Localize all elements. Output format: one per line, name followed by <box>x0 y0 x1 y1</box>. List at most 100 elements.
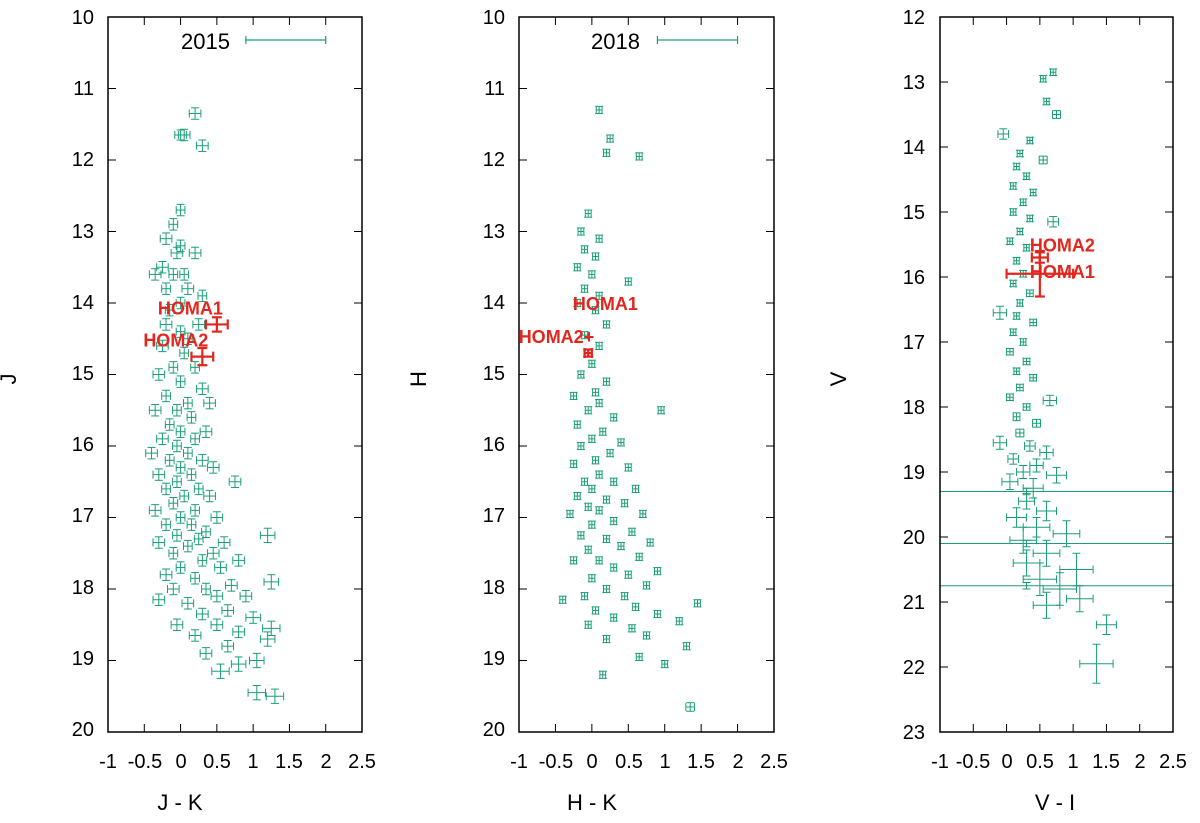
data-point <box>161 389 171 403</box>
data-point <box>1038 155 1048 165</box>
y-tick-label: 15 <box>903 202 925 224</box>
data-point <box>1022 243 1031 252</box>
data-point <box>206 547 220 560</box>
data-point <box>190 504 200 517</box>
x-tick-label: 1 <box>659 751 670 773</box>
data-point <box>1005 393 1014 402</box>
data-point <box>239 589 253 603</box>
data-point <box>1029 188 1038 197</box>
data-point <box>1052 520 1081 548</box>
data-point <box>1012 367 1021 376</box>
data-point <box>186 468 197 481</box>
data-point <box>230 656 247 672</box>
data-point <box>262 620 281 636</box>
data-point <box>161 282 171 295</box>
data-point <box>1016 465 1031 479</box>
data-point <box>164 418 175 431</box>
target-point <box>1030 251 1049 264</box>
data-point <box>584 406 593 415</box>
y-tick-label: 13 <box>903 72 925 94</box>
data-point <box>197 289 208 303</box>
data-point <box>602 377 611 386</box>
x-tick-label: 2.5 <box>1159 751 1187 773</box>
data-point <box>190 361 200 374</box>
y-tick-label: 20 <box>72 719 94 741</box>
y-tick-label: 17 <box>483 505 505 527</box>
data-point <box>1015 299 1024 307</box>
data-point <box>584 620 593 629</box>
x-tick-label: 0.5 <box>615 751 643 773</box>
data-point <box>576 227 585 236</box>
data-point <box>1005 347 1014 356</box>
data-point <box>221 639 235 653</box>
data-point <box>693 599 702 608</box>
data-point <box>624 463 633 472</box>
data-point <box>188 246 202 260</box>
data-point <box>217 536 231 549</box>
data-point <box>179 489 190 503</box>
data-point <box>595 291 604 300</box>
y-tick-label: 23 <box>903 722 925 744</box>
data-point <box>1039 74 1048 83</box>
data-point <box>591 456 600 465</box>
data-point <box>181 282 195 295</box>
y-tick-label: 15 <box>483 363 505 385</box>
data-point <box>602 320 611 329</box>
y-tick-label: 14 <box>72 292 94 314</box>
data-point <box>203 396 216 410</box>
data-point <box>221 604 235 617</box>
data-point <box>569 556 578 565</box>
data-point <box>1042 572 1077 606</box>
data-point <box>210 618 224 631</box>
data-point <box>196 382 209 396</box>
data-point <box>635 552 644 561</box>
data-point <box>595 105 604 115</box>
data-point <box>265 688 285 704</box>
data-point <box>1025 289 1034 298</box>
data-point <box>1029 458 1044 473</box>
panel-1-legend-label: 2015 <box>181 29 230 54</box>
x-tick-label: -0.5 <box>128 751 162 773</box>
data-point <box>587 484 596 493</box>
x-tick-label: 1.5 <box>275 751 303 773</box>
y-tick-label: 14 <box>903 137 925 159</box>
y-tick-label: 17 <box>72 505 94 527</box>
data-point <box>164 303 175 317</box>
data-point <box>1022 403 1031 411</box>
data-point <box>1042 97 1051 106</box>
tick-marks <box>518 16 775 733</box>
data-point <box>591 388 600 397</box>
panel-2-legend-label: 2018 <box>591 29 640 54</box>
data-point <box>182 446 193 460</box>
data-point <box>259 527 276 544</box>
panel-3-yticks: 12 13 14 15 16 17 18 19 20 21 22 23 <box>903 7 925 744</box>
y-tick-label: 22 <box>903 657 925 679</box>
data-point <box>1029 373 1038 382</box>
data-point <box>1024 440 1036 452</box>
data-point <box>627 527 636 536</box>
panel-3-ylabel: V <box>826 371 851 386</box>
data-point <box>1009 328 1018 337</box>
data-point <box>156 339 169 353</box>
y-tick-label: 16 <box>72 434 94 456</box>
tick-marks <box>107 16 363 733</box>
panel-1-plot-area: HOMA1 HOMA2 <box>107 16 363 733</box>
data-point <box>685 702 696 712</box>
data-point <box>1042 394 1057 407</box>
panel-3-plot-area: HOMA1 HOMA2 <box>939 16 1174 733</box>
data-point <box>168 218 179 231</box>
panel-2-frame <box>518 16 775 733</box>
data-point <box>1032 418 1042 428</box>
data-point <box>161 482 171 496</box>
data-point <box>186 518 197 531</box>
data-point <box>1036 500 1057 522</box>
data-point <box>573 298 582 308</box>
data-point <box>168 268 179 281</box>
y-tick-label: 19 <box>903 462 925 484</box>
y-tick-label: 11 <box>73 78 94 100</box>
data-point <box>584 209 593 218</box>
x-tick-label: -0.5 <box>956 751 990 773</box>
x-tick-label: 2 <box>732 751 743 773</box>
x-tick-label: 1 <box>1067 751 1078 773</box>
y-tick-label: 20 <box>903 527 925 549</box>
